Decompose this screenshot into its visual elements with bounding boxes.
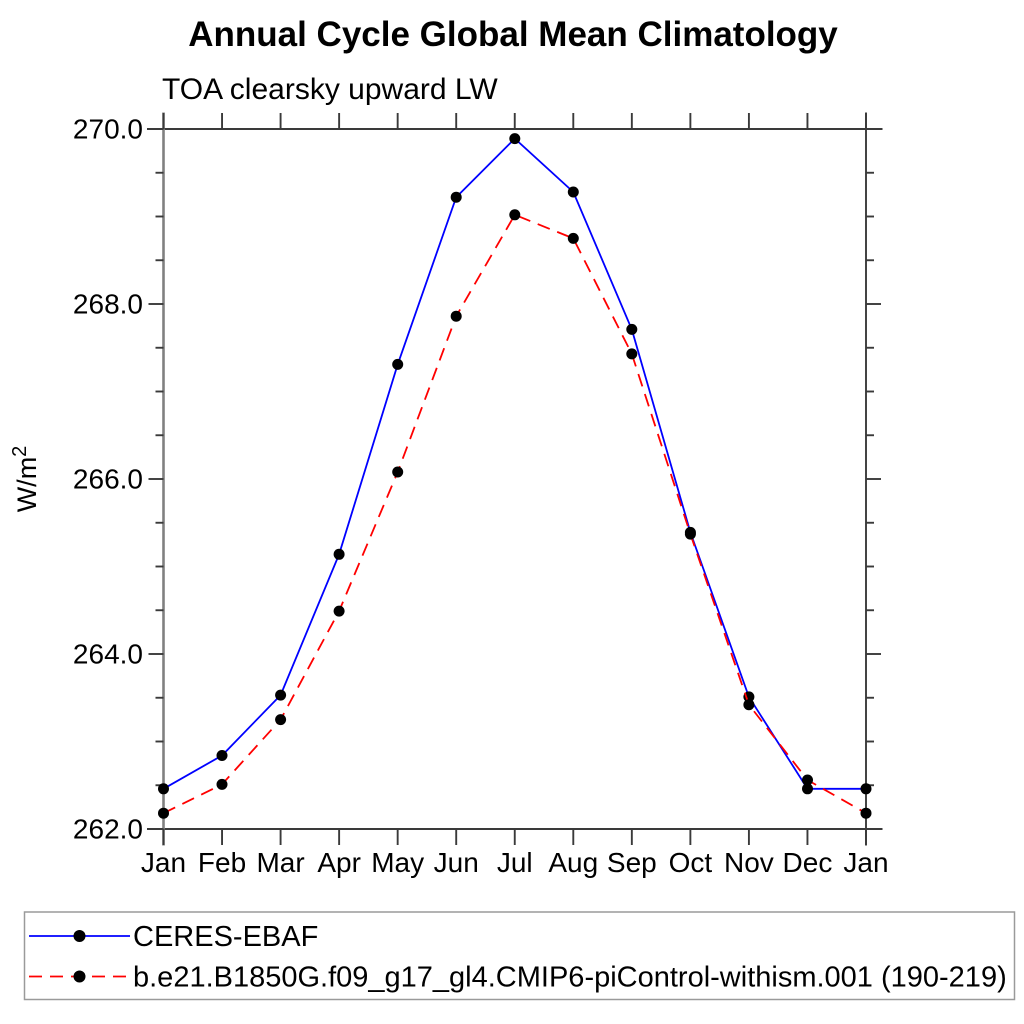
data-point-marker (333, 605, 345, 617)
data-point-marker (392, 466, 404, 478)
data-point-marker (333, 548, 345, 560)
data-point-marker (743, 699, 755, 711)
data-point-marker (567, 186, 579, 198)
x-tick-label: Jan (843, 847, 888, 878)
legend-marker (73, 930, 86, 942)
x-tick-label: Nov (724, 847, 774, 878)
axes: 262.0 264.0 266.0 268.0 270.0 Jan Feb Mar Apr May… (9, 112, 889, 878)
data-point-marker (567, 232, 579, 244)
data-point-marker (275, 714, 287, 726)
legend-box (23, 911, 1016, 1001)
x-tick-label: Oct (669, 847, 713, 878)
data-point-marker (216, 750, 228, 761)
data-point-marker (802, 774, 813, 786)
chart-subtitle: TOA clearsky upward LW (162, 73, 498, 106)
x-tick-label: Dec (783, 847, 833, 878)
x-tick-label: Jul (497, 847, 533, 878)
data-point-marker (450, 191, 462, 203)
x-tick-label: May (371, 847, 424, 878)
y-tick-label: 262.0 (73, 814, 143, 845)
legend-label: b.e21.B1850G.f09_g17_gl4.CMIP6-piControl… (133, 962, 1007, 994)
series-line-1 (163, 213, 867, 815)
data-point-marker (802, 783, 813, 795)
x-tick-label: Mar (256, 847, 304, 878)
y-tick-label: 270.0 (73, 114, 143, 145)
data-point-marker (509, 209, 521, 221)
x-tick-label: Aug (548, 847, 598, 878)
data-point-marker (860, 783, 872, 795)
data-point-marker (392, 358, 404, 370)
x-tick-label: Jan (141, 847, 186, 878)
y-tick-label: 268.0 (73, 289, 143, 320)
data-point-marker (626, 348, 638, 360)
y-axis-label: W/m2 (9, 446, 42, 513)
data-point-marker (158, 783, 169, 795)
y-tick-label: 266.0 (73, 464, 143, 495)
legend-marker (73, 970, 86, 983)
data-point-marker (509, 133, 521, 145)
data-point-marker (275, 689, 287, 701)
data-point-marker (450, 310, 462, 322)
x-tick-label: Sep (607, 847, 657, 878)
x-tick-label: Feb (198, 847, 246, 878)
legend-label: CERES-EBAF (133, 921, 318, 953)
x-tick-label: Apr (317, 847, 361, 878)
series-line-0 (163, 137, 866, 790)
chart-title: Annual Cycle Global Mean Climatology (188, 15, 838, 54)
data-point-marker (158, 807, 169, 819)
legend-entry: b.e21.B1850G.f09_g17_gl4.CMIP6-piControl… (29, 962, 1007, 994)
series-layer (158, 133, 872, 819)
x-tick-label: Jun (434, 847, 479, 878)
data-point-marker (216, 778, 228, 790)
data-point-marker (860, 807, 872, 819)
legend: CERES-EBAF b.e21.B1850G.f09_g17_gl4.CMIP6… (23, 911, 1016, 1001)
data-point-marker (626, 323, 638, 335)
legend-entry: CERES-EBAF (29, 921, 318, 953)
data-point-marker (684, 528, 696, 540)
y-tick-label: 264.0 (73, 639, 143, 670)
